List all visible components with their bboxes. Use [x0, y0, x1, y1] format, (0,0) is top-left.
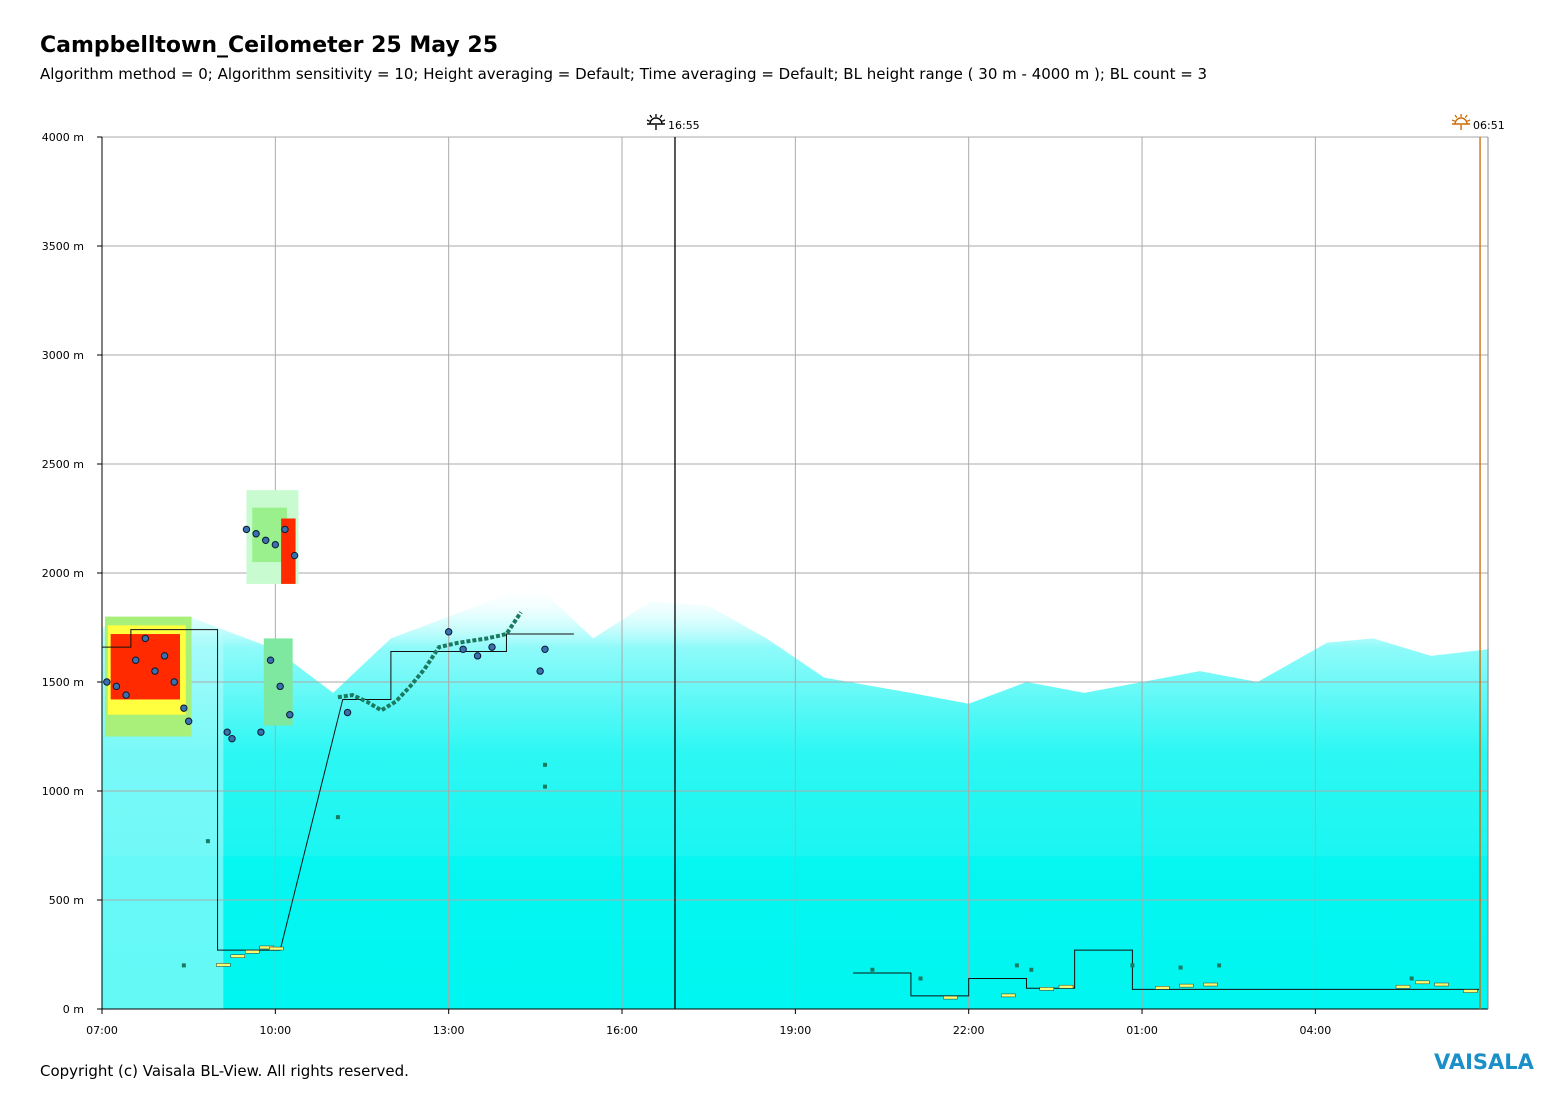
cloud-base-point: [257, 728, 265, 736]
bl-marker: [1463, 989, 1478, 993]
bl-marker: [1039, 987, 1054, 991]
chart-axes: 0 m 500 m 1000 m 1500 m 2000 m 2500 m 3000 m 35…: [42, 131, 1489, 1037]
bl-marker: [216, 963, 231, 967]
sunrise-time-label: 06:51: [1473, 119, 1505, 132]
bl-secondary-marker: [205, 839, 210, 844]
bl-marker: [1434, 982, 1449, 987]
chart-subtitle: Algorithm method = 0; Algorithm sensitiv…: [40, 65, 1208, 83]
x-tick-label: 10:00: [259, 1024, 291, 1037]
cloud-base-point: [488, 643, 496, 651]
high-cloud-core: [281, 518, 296, 584]
sunrise-icon: [1451, 114, 1471, 130]
sunset-time-label: 16:55: [668, 119, 700, 132]
cloud-base-point: [290, 551, 299, 560]
cloud-base-point: [223, 728, 231, 736]
x-tick-label: 22:00: [953, 1024, 985, 1037]
bl-secondary-marker: [1178, 965, 1183, 970]
x-tick-label: 13:00: [433, 1024, 465, 1037]
cloud-base-point: [444, 628, 453, 636]
cloud-base-point: [184, 717, 193, 725]
x-tick-label: 16:00: [606, 1024, 638, 1037]
bl-marker: [1000, 993, 1016, 998]
bl-marker: [1155, 986, 1170, 990]
cloud-base-point: [343, 708, 352, 717]
cloud-base-point: [242, 525, 251, 534]
bl-secondary-marker: [1029, 967, 1034, 972]
cloud-base-point: [281, 525, 289, 534]
bl-marker: [1179, 983, 1194, 988]
bl-secondary-marker: [1014, 963, 1019, 968]
copyright-text: Copyright (c) Vaisala BL-View. All right…: [40, 1062, 409, 1080]
bl-marker: [943, 995, 958, 1000]
cloud-base-point: [286, 711, 294, 719]
cloud-base-point: [262, 536, 270, 544]
cloud-streak: [263, 638, 293, 726]
bl-marker: [269, 946, 284, 951]
y-tick-label: 4000 m: [42, 131, 84, 144]
sun-events: 16:55 06:51: [646, 114, 1505, 1009]
y-tick-label: 2500 m: [42, 458, 84, 471]
cloud-base-point: [103, 678, 111, 686]
cloud-core: [110, 634, 181, 700]
vaisala-logo: VAISALA: [1434, 1050, 1534, 1074]
bl-secondary-marker: [542, 762, 547, 767]
y-tick-label: 3000 m: [42, 349, 84, 362]
cloud-base-point: [271, 540, 280, 549]
bl-height-line-group: [102, 611, 1480, 1000]
y-tick-label: 500 m: [49, 894, 84, 907]
cloud-base-point: [266, 656, 275, 664]
y-tick-label: 2000 m: [42, 567, 84, 580]
y-tick-label: 1500 m: [42, 676, 84, 689]
bl-candidate-trace: [337, 611, 523, 713]
cloud-base-point: [252, 530, 260, 538]
bl-secondary-marker: [1409, 976, 1414, 981]
cloud-base-point: [180, 704, 188, 712]
bl-marker: [1203, 982, 1218, 987]
x-tick-label: 07:00: [86, 1024, 118, 1037]
cloud-base-point: [276, 682, 284, 691]
bl-height-line: [102, 629, 574, 951]
cloud-base-point: [160, 652, 169, 660]
y-tick-label: 3500 m: [42, 240, 84, 253]
cloud-base-point: [473, 652, 482, 660]
x-tick-label: 01:00: [1126, 1024, 1158, 1037]
bl-marker: [1058, 984, 1074, 989]
bl-secondary-marker: [1217, 963, 1222, 968]
cloud-base-point: [132, 656, 140, 664]
cloud-base-points: [103, 525, 549, 743]
sunset-icon: [646, 114, 666, 130]
bl-secondary-marker: [181, 963, 186, 968]
cloud-base-point: [536, 667, 544, 675]
bl-marker: [1415, 980, 1430, 985]
bl-secondary-marker: [335, 815, 340, 820]
x-tick-label: 19:00: [780, 1024, 812, 1037]
bl-marker: [230, 954, 246, 958]
cloud-base-point: [541, 645, 549, 653]
chart-title: Campbelltown_Ceilometer 25 May 25: [40, 33, 499, 58]
cloud-base-point: [122, 691, 130, 699]
cloud-base-point: [112, 682, 121, 691]
bl-marker: [1395, 984, 1411, 989]
cloud-base-point: [141, 634, 150, 643]
bl-secondary-marker: [918, 976, 923, 981]
bl-secondary-marker: [542, 784, 547, 789]
y-tick-label: 1000 m: [42, 785, 84, 798]
cloud-base-point: [151, 667, 159, 675]
cloud-base-point: [459, 645, 467, 653]
bl-secondary-marker: [870, 967, 875, 972]
x-tick-label: 04:00: [1300, 1024, 1332, 1037]
cloud-base-point: [228, 734, 236, 743]
cloud-base-point: [170, 678, 178, 686]
y-tick-label: 0 m: [63, 1003, 84, 1016]
bl-marker: [245, 950, 260, 954]
bl-secondary-marker: [1130, 963, 1135, 968]
